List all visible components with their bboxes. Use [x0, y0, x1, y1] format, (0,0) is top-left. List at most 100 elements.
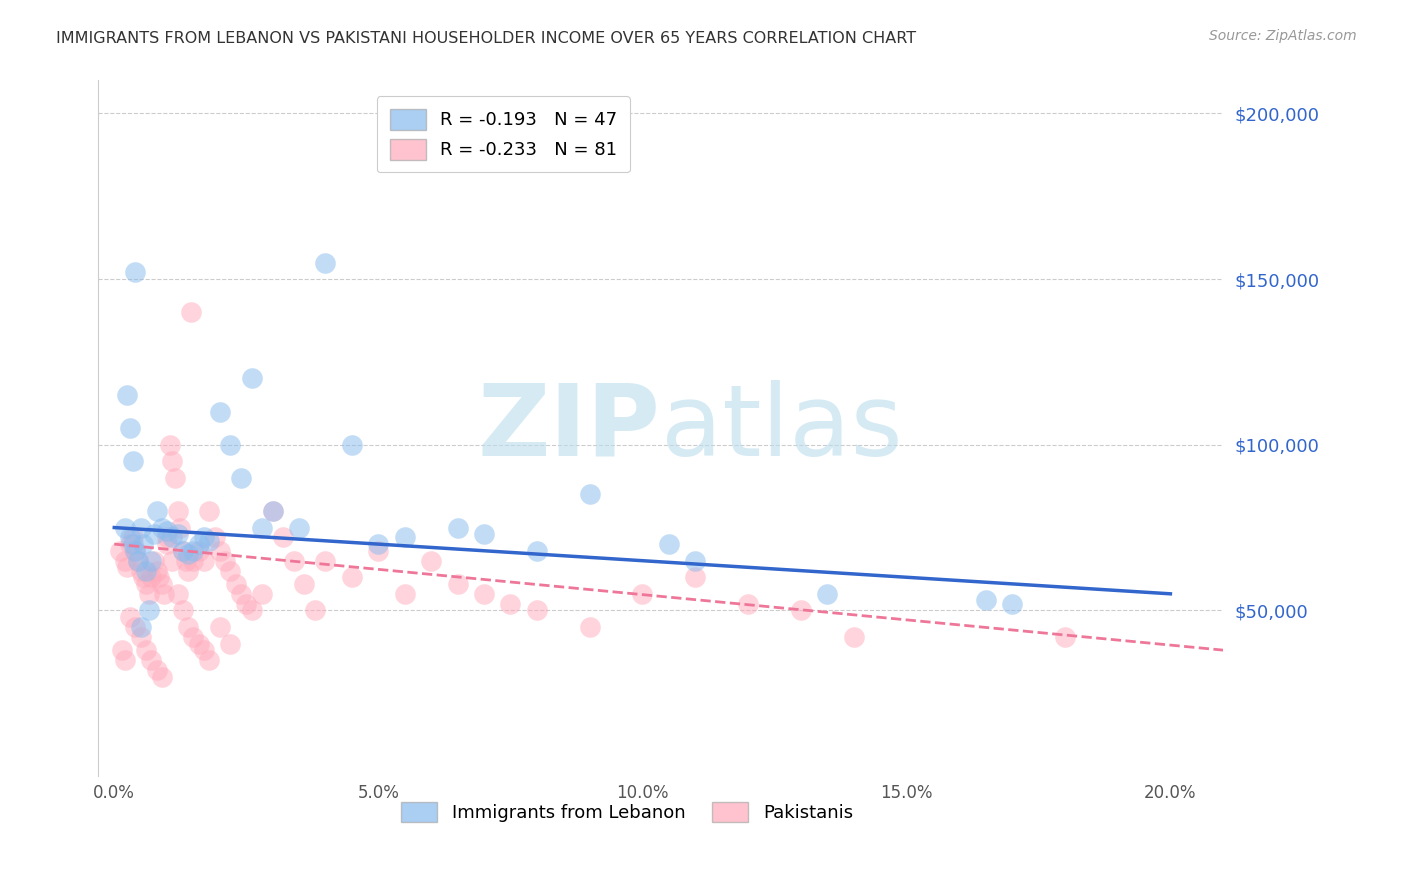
Point [145, 564, 167, 578]
Point [141, 554, 163, 568]
Point [117, 560, 139, 574]
Point [162, 454, 184, 468]
Point [120, 610, 142, 624]
Point [367, 543, 389, 558]
Point [208, 543, 231, 558]
Point [129, 564, 152, 578]
Point [187, 537, 209, 551]
Point [114, 653, 136, 667]
Point [180, 305, 202, 319]
Text: Source: ZipAtlas.com: Source: ZipAtlas.com [1209, 29, 1357, 43]
Point [111, 643, 134, 657]
Point [304, 603, 326, 617]
Point [177, 620, 200, 634]
Point [121, 454, 143, 468]
Point [172, 543, 194, 558]
Point [127, 554, 149, 568]
Point [156, 524, 179, 538]
Point [225, 577, 247, 591]
Point [250, 520, 273, 534]
Point [198, 653, 221, 667]
Point [127, 554, 149, 568]
Point [208, 620, 231, 634]
Point [204, 531, 226, 545]
Point [219, 438, 242, 452]
Point [121, 537, 143, 551]
Point [124, 265, 146, 279]
Point [135, 564, 157, 578]
Point [142, 554, 165, 568]
Point [683, 570, 706, 584]
Point [193, 643, 215, 657]
Point [108, 543, 131, 558]
Text: ZIP: ZIP [478, 380, 661, 476]
Point [229, 471, 252, 485]
Point [315, 255, 337, 269]
Point [121, 531, 143, 545]
Point [166, 587, 188, 601]
Point [177, 547, 200, 561]
Point [292, 577, 315, 591]
Point [129, 620, 152, 634]
Text: IMMIGRANTS FROM LEBANON VS PAKISTANI HOUSEHOLDER INCOME OVER 65 YEARS CORRELATIO: IMMIGRANTS FROM LEBANON VS PAKISTANI HOU… [56, 31, 917, 46]
Point [737, 597, 759, 611]
Point [138, 587, 160, 601]
Point [150, 670, 173, 684]
Point [132, 537, 155, 551]
Point [174, 554, 197, 568]
Point [420, 554, 443, 568]
Point [198, 504, 221, 518]
Point [141, 653, 163, 667]
Point [198, 533, 221, 548]
Point [124, 543, 146, 558]
Point [578, 620, 600, 634]
Point [499, 597, 522, 611]
Point [166, 504, 188, 518]
Point [219, 636, 242, 650]
Point [172, 543, 194, 558]
Point [120, 421, 142, 435]
Point [159, 438, 181, 452]
Point [172, 603, 194, 617]
Point [526, 603, 548, 617]
Point [148, 570, 170, 584]
Point [177, 564, 200, 578]
Point [120, 531, 142, 545]
Point [446, 520, 468, 534]
Point [193, 554, 215, 568]
Point [141, 570, 163, 584]
Point [187, 636, 209, 650]
Point [219, 564, 242, 578]
Point [193, 531, 215, 545]
Point [163, 471, 186, 485]
Point [114, 520, 136, 534]
Point [150, 520, 173, 534]
Point [166, 527, 188, 541]
Point [150, 577, 173, 591]
Point [526, 543, 548, 558]
Point [208, 404, 231, 418]
Point [472, 587, 495, 601]
Point [145, 663, 167, 677]
Point [974, 593, 997, 607]
Text: atlas: atlas [661, 380, 903, 476]
Point [129, 520, 152, 534]
Point [117, 388, 139, 402]
Point [120, 537, 142, 551]
Point [288, 520, 311, 534]
Point [367, 537, 389, 551]
Point [472, 527, 495, 541]
Legend: Immigrants from Lebanon, Pakistanis: Immigrants from Lebanon, Pakistanis [394, 795, 860, 830]
Point [162, 554, 184, 568]
Point [271, 531, 294, 545]
Point [283, 554, 305, 568]
Point [129, 630, 152, 644]
Point [114, 554, 136, 568]
Point [214, 554, 236, 568]
Point [394, 587, 416, 601]
Point [235, 597, 257, 611]
Point [250, 587, 273, 601]
Point [135, 577, 157, 591]
Point [187, 543, 209, 558]
Point [262, 504, 284, 518]
